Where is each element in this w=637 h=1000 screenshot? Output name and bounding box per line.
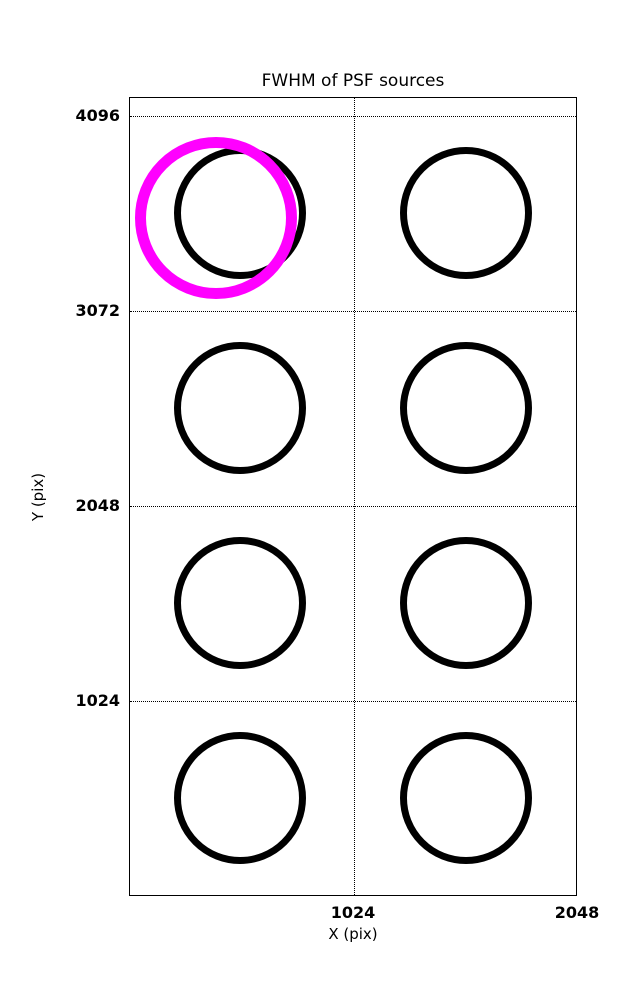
tick-label-x-1024: 1024 [330,903,376,922]
psf-source-marker [174,537,306,669]
tick-label-y-3072: 3072 [75,301,120,320]
psf-source-marker [174,732,306,864]
psf-source-marker [174,342,306,474]
tick-mark-y-4096 [129,116,130,117]
gridline-x-1024 [354,98,355,895]
tick-label-x-2048: 2048 [554,903,600,922]
tick-mark-x-2048 [576,895,577,896]
page-title: FWHM of PSF sources [261,71,445,91]
psf-source-marker [400,537,532,669]
tick-mark-y-1024 [129,701,130,702]
tick-label-y-2048: 2048 [75,496,120,515]
tick-label-y-1024: 1024 [75,691,120,710]
gridline-y-3072 [130,311,576,312]
psf-source-marker [400,732,532,864]
reference-aperture-marker [135,137,297,299]
tick-mark-y-3072 [129,311,130,312]
gridline-y-2048 [130,506,576,507]
tick-mark-x-1024 [354,895,355,896]
tick-mark-y-2048 [129,506,130,507]
tick-label-y-4096: 4096 [75,106,120,125]
gridline-y-4096 [130,116,576,117]
y-axis-label: Y (pix) [29,472,47,522]
plot-area [129,97,577,896]
x-axis-label: X (pix) [328,925,378,943]
psf-source-marker [400,342,532,474]
psf-source-marker [400,147,532,279]
gridline-y-1024 [130,701,576,702]
